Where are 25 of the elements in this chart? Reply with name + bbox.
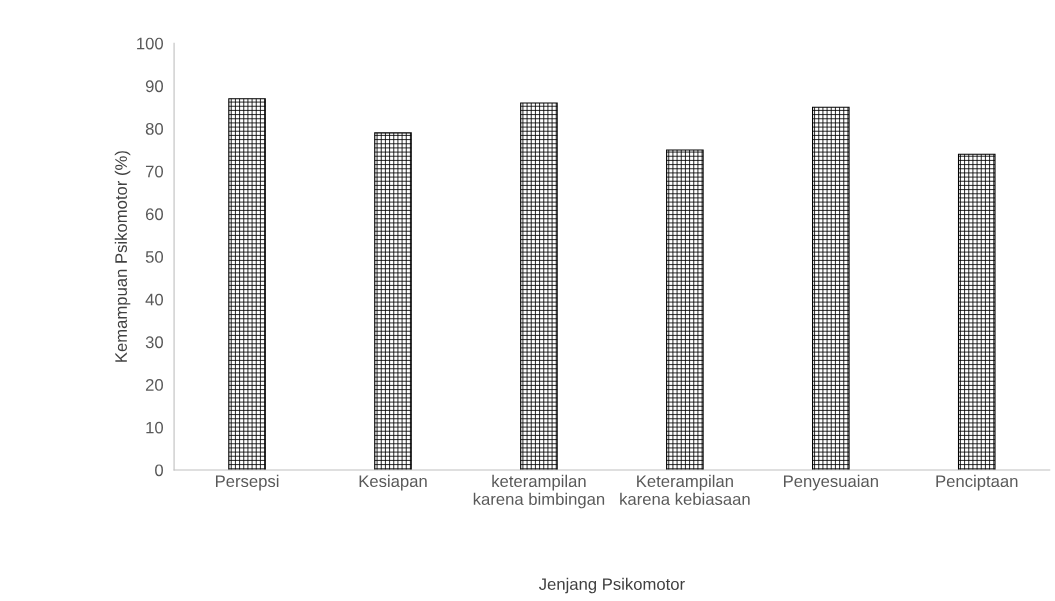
- y-tick-label: 50: [145, 251, 164, 263]
- x-tick-label: keterampilan karena bimbingan: [473, 474, 605, 509]
- y-tick-label: 100: [137, 37, 164, 50]
- bar: [812, 106, 850, 470]
- bar: [520, 102, 558, 470]
- bar: [228, 98, 266, 470]
- y-tick-label: 40: [145, 293, 164, 306]
- x-tick-label: Penyesuaian: [784, 474, 878, 491]
- x-tick-label: Kesiapan: [359, 474, 427, 491]
- y-tick-label: 10: [146, 421, 164, 434]
- y-tick-label: 20: [145, 379, 164, 391]
- bar: [957, 153, 996, 470]
- y-tick-label: 30: [145, 336, 164, 349]
- y-tick-label: 70: [145, 165, 164, 178]
- x-tick-label: Keterampilan karena kebiasaan: [620, 474, 750, 506]
- x-axis-title: Jenjang Psikomotor: [538, 577, 685, 594]
- y-tick-label: 80: [145, 123, 164, 135]
- x-tick-label: Persepsi: [215, 474, 279, 491]
- x-tick-label: Penciptaan: [936, 474, 1018, 491]
- y-tick-label: 90: [145, 80, 164, 93]
- y-axis-title: Kemampuan Psikomotor (%): [114, 151, 131, 362]
- bar: [666, 149, 704, 470]
- bar: [374, 132, 412, 470]
- y-tick-label: 60: [145, 208, 164, 221]
- y-tick-label: 0: [155, 464, 164, 477]
